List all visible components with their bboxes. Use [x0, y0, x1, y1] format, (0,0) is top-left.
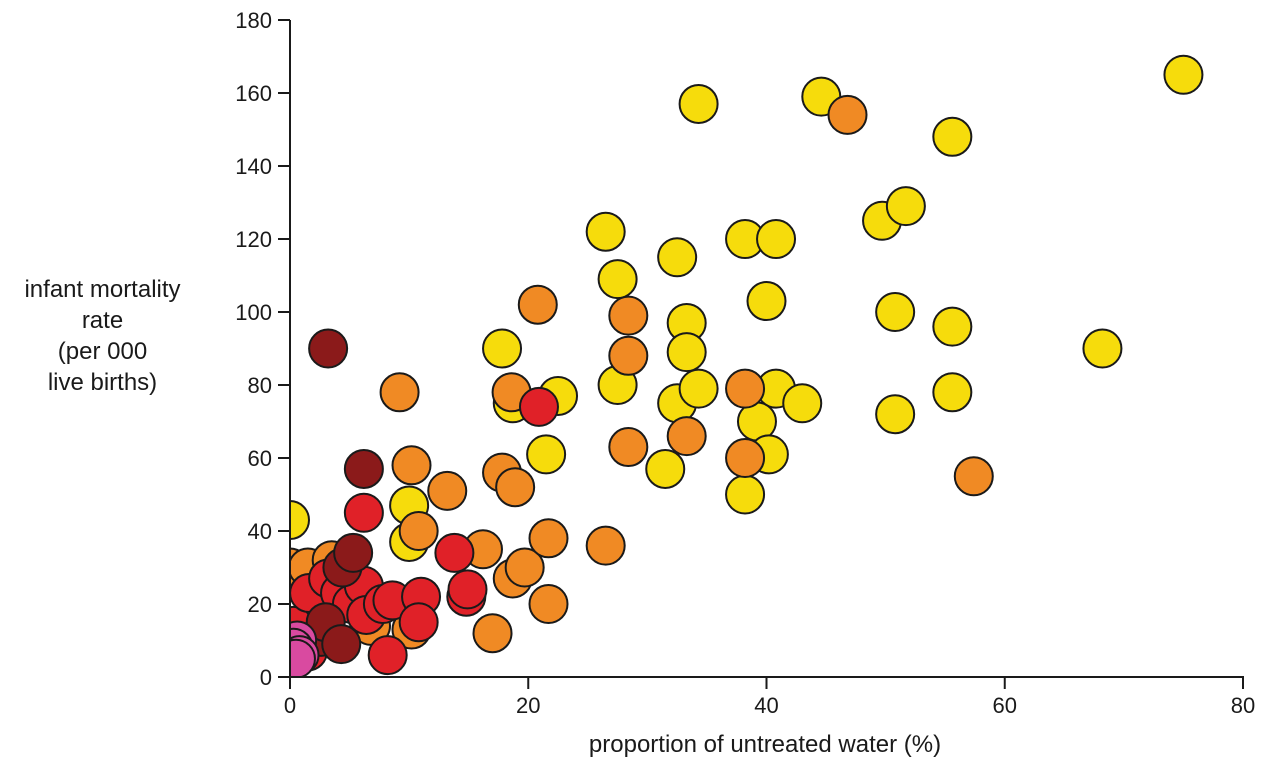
- y-axis-label: infant mortality rate (per 000 live birt…: [0, 274, 205, 398]
- data-point-orange: [517, 284, 558, 325]
- data-point-yellow: [1163, 54, 1204, 95]
- data-point-yellow: [597, 259, 638, 300]
- data-point-yellow: [666, 332, 707, 373]
- data-point-yellow: [932, 372, 973, 413]
- data-point-orange: [504, 547, 545, 588]
- y-tick-label: 20: [248, 592, 272, 617]
- data-point-red: [518, 386, 559, 427]
- data-point-yellow: [678, 83, 719, 124]
- data-point-orange: [608, 295, 649, 336]
- y-axis-label-line-4: live births): [47, 369, 158, 396]
- data-point-yellow: [657, 237, 698, 278]
- data-point-darkred: [343, 448, 384, 489]
- data-point-orange: [472, 613, 513, 654]
- y-axis-label-line-2: rate: [81, 307, 124, 334]
- x-tick-label: 60: [993, 693, 1017, 718]
- data-point-yellow: [725, 474, 766, 515]
- data-point-orange: [391, 445, 432, 486]
- data-point-orange: [827, 94, 868, 135]
- y-axis-label-line-3: (per 000: [57, 338, 148, 365]
- data-point-orange: [953, 456, 994, 497]
- data-point-yellow: [645, 448, 686, 489]
- data-point-red: [434, 532, 475, 573]
- data-point-yellow: [585, 211, 626, 252]
- x-tick-label: 20: [516, 693, 540, 718]
- data-point-red: [343, 492, 384, 533]
- y-tick-label: 60: [248, 446, 272, 471]
- data-point-yellow: [482, 328, 523, 369]
- data-point-orange: [528, 518, 569, 559]
- data-point-orange: [495, 467, 536, 508]
- points-layer: [290, 54, 1204, 678]
- y-axis-label-line-1: infant mortality: [24, 276, 181, 303]
- y-tick-label: 120: [235, 227, 272, 252]
- y-tick-label: 140: [235, 154, 272, 179]
- data-point-yellow: [782, 383, 823, 424]
- data-point-orange: [725, 368, 766, 409]
- data-point-red: [367, 635, 408, 676]
- data-point-darkred: [321, 624, 362, 665]
- y-tick-label: 160: [235, 81, 272, 106]
- data-point-yellow: [290, 500, 310, 541]
- y-tick-label: 0: [260, 665, 272, 690]
- data-point-yellow: [885, 186, 926, 227]
- data-point-yellow: [932, 116, 973, 157]
- y-tick-label: 100: [235, 300, 272, 325]
- data-point-magenta: [290, 638, 316, 678]
- data-point-orange: [427, 470, 468, 511]
- data-point-yellow: [746, 281, 787, 322]
- data-point-yellow: [875, 292, 916, 332]
- y-tick-label: 180: [235, 8, 272, 33]
- y-tick-label: 80: [248, 373, 272, 398]
- x-tick-label: 0: [284, 693, 296, 718]
- data-point-orange: [585, 525, 626, 566]
- x-axis-label: proportion of untreated water (%): [588, 731, 942, 758]
- x-tick-label: 40: [754, 693, 778, 718]
- data-point-orange: [398, 511, 439, 551]
- data-point-red: [447, 569, 488, 610]
- data-point-yellow: [756, 219, 797, 259]
- data-point-orange: [666, 416, 707, 457]
- data-point-yellow: [678, 368, 719, 409]
- x-tick-label: 80: [1231, 693, 1255, 718]
- data-point-orange: [725, 438, 766, 478]
- data-point-orange: [528, 584, 569, 624]
- data-point-yellow: [1082, 328, 1123, 369]
- data-point-orange: [379, 372, 420, 413]
- data-point-orange: [608, 335, 649, 376]
- data-point-yellow: [875, 394, 916, 435]
- data-point-darkred: [308, 328, 349, 369]
- y-tick-label: 40: [248, 519, 272, 544]
- data-point-yellow: [932, 306, 973, 347]
- data-point-darkred: [333, 532, 374, 573]
- axes-layer: 0 20 40 60 80 100 120 140 160 180 0 20 40 60 80: [235, 8, 1255, 718]
- data-point-orange: [608, 427, 649, 468]
- data-point-yellow: [526, 434, 567, 475]
- data-point-red: [398, 602, 439, 643]
